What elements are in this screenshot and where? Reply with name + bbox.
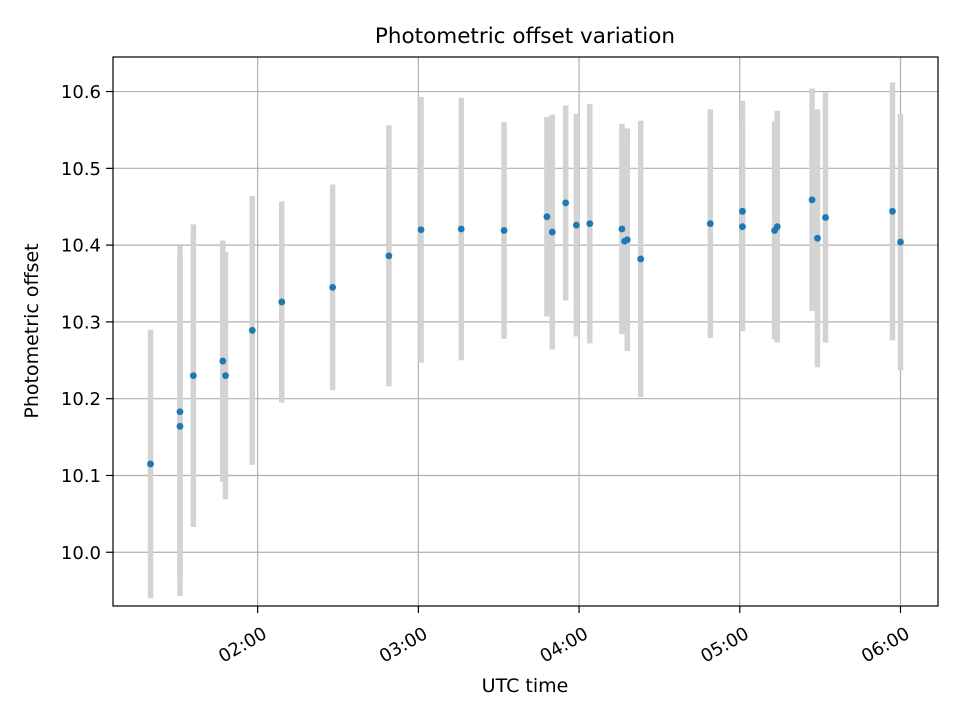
chart-title: Photometric offset variation (375, 24, 675, 49)
data-point (385, 252, 393, 260)
data-point (222, 372, 229, 380)
y-axis-label: Photometric offset (21, 243, 43, 418)
data-point (739, 223, 746, 231)
data-point (773, 223, 781, 231)
data-point (739, 207, 746, 215)
data-point (543, 213, 551, 221)
plot-frame (112, 56, 939, 607)
data-point (897, 238, 904, 246)
data-point (500, 227, 508, 234)
data-point (176, 422, 184, 430)
data-point (618, 225, 626, 233)
x-axis-label: UTC time (482, 675, 569, 697)
y-tick-label: 10.2 (61, 389, 101, 410)
data-point (562, 199, 570, 207)
data-point (586, 220, 594, 228)
data-point (248, 326, 256, 334)
y-tick-label: 10.1 (61, 466, 101, 487)
data-point (889, 207, 896, 215)
data-point (623, 236, 631, 244)
y-tick-label: 10.0 (61, 543, 101, 564)
data-point (808, 196, 816, 204)
y-tick-label: 10.6 (61, 82, 101, 103)
data-point (822, 214, 829, 221)
data-point (147, 460, 154, 468)
data-point (814, 234, 821, 242)
data-point (176, 408, 184, 416)
point-layer (147, 196, 904, 468)
data-point (329, 283, 337, 291)
data-point (219, 357, 227, 365)
data-point (417, 226, 425, 234)
data-point (189, 372, 197, 380)
data-point (637, 255, 645, 263)
data-point (572, 221, 580, 229)
data-point (706, 220, 714, 228)
y-tick-label: 10.4 (61, 236, 101, 257)
y-tick-label: 10.5 (61, 159, 101, 180)
data-point (457, 225, 465, 233)
y-tick-label: 10.3 (61, 312, 101, 333)
data-point (548, 228, 556, 236)
data-point (278, 298, 286, 306)
